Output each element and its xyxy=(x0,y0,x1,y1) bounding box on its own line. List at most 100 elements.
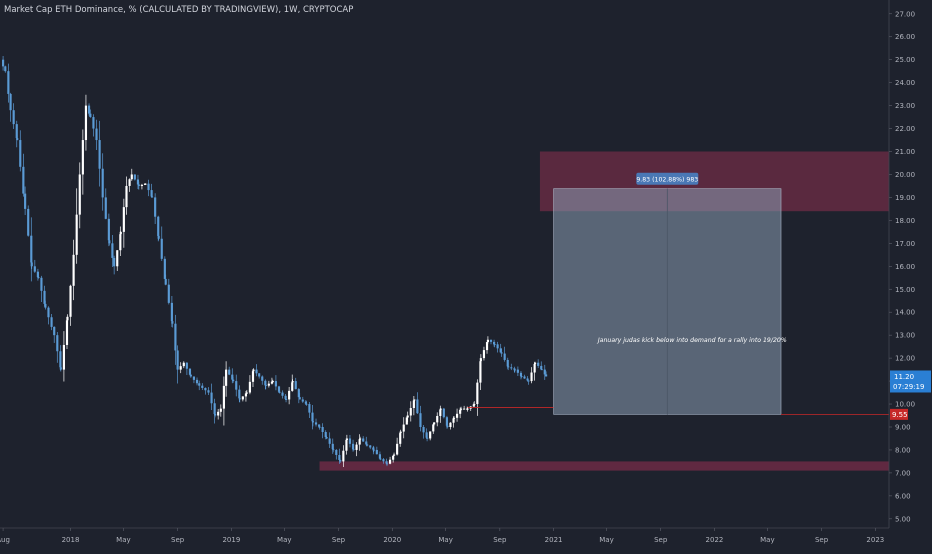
candle-body xyxy=(499,348,502,353)
candle-body xyxy=(154,197,157,217)
candle-body xyxy=(4,66,7,72)
candle-body xyxy=(540,369,543,371)
candle-body xyxy=(185,362,188,369)
candle-body xyxy=(288,390,291,400)
projection-label-badge xyxy=(636,172,699,185)
candle-body xyxy=(493,344,496,346)
candle-body xyxy=(355,444,358,450)
candle-body xyxy=(213,403,216,414)
candle-body xyxy=(379,458,382,460)
candle-body xyxy=(402,424,405,432)
candle-body xyxy=(157,235,160,239)
candle-body xyxy=(130,174,133,180)
candle-body xyxy=(56,335,59,352)
candle-body xyxy=(30,262,33,267)
candle-body xyxy=(429,431,432,439)
x-tick-label: 2018 xyxy=(62,536,80,544)
y-tick-label: 21.00 xyxy=(895,148,915,156)
candle-body xyxy=(15,124,18,139)
candle-body xyxy=(433,422,436,425)
candle-body xyxy=(369,445,372,448)
candle-body xyxy=(311,412,314,422)
candle-body xyxy=(305,403,308,405)
candle-body xyxy=(510,367,513,369)
candle-body xyxy=(87,105,91,114)
candle-body xyxy=(281,392,284,396)
candle-body xyxy=(238,398,241,400)
candle-body xyxy=(348,438,352,444)
price-axis-bg xyxy=(889,0,932,550)
candle-body xyxy=(294,381,297,390)
y-tick-label: 23.00 xyxy=(895,102,915,110)
candle-body xyxy=(78,174,81,215)
candle-body xyxy=(258,373,261,377)
candle-body xyxy=(278,391,281,393)
candle-body xyxy=(107,218,110,241)
candle-body xyxy=(264,380,267,386)
x-tick-label: Sep xyxy=(815,536,829,544)
candle-body xyxy=(452,418,455,423)
last-price-badge xyxy=(890,370,931,393)
candle-body xyxy=(59,351,62,368)
demand-zone xyxy=(319,461,889,471)
candle-body xyxy=(125,185,128,208)
candle-body xyxy=(321,426,324,433)
candle-body xyxy=(543,369,546,375)
candle-body xyxy=(545,374,548,377)
candle-body xyxy=(69,285,72,317)
candle-body xyxy=(489,339,493,342)
candle-body xyxy=(59,367,62,370)
candle-body xyxy=(449,422,452,427)
x-tick-label: May xyxy=(438,536,452,544)
candle-body xyxy=(486,339,489,343)
candle-body xyxy=(19,140,22,167)
candle-body xyxy=(95,128,98,141)
candle-body xyxy=(113,257,116,267)
candle-body xyxy=(399,431,402,434)
x-tick-label: Sep xyxy=(332,536,346,544)
candle-body xyxy=(40,277,43,291)
candle-body xyxy=(396,443,399,455)
candle-body xyxy=(516,369,519,373)
candle-body xyxy=(111,243,114,258)
candle-body xyxy=(409,408,412,416)
candle-body xyxy=(171,321,174,324)
candle-body xyxy=(245,392,248,394)
candle-body xyxy=(195,379,199,384)
candle-body xyxy=(174,323,177,351)
candle-body xyxy=(37,277,40,279)
y-tick-label: 12.00 xyxy=(895,355,915,363)
candle-body xyxy=(366,444,369,446)
candle-body xyxy=(267,383,270,386)
candle-body xyxy=(210,392,213,404)
stop-level-badge xyxy=(890,408,908,420)
y-tick-label: 6.00 xyxy=(895,492,911,500)
candle-body xyxy=(533,363,536,373)
candle-body xyxy=(7,71,10,94)
candle-body xyxy=(182,362,185,367)
candle-body xyxy=(9,93,12,111)
candle-body xyxy=(406,415,409,418)
candle-body xyxy=(338,454,341,460)
candle-body xyxy=(33,266,36,272)
candle-body xyxy=(372,447,375,450)
y-tick-label: 22.00 xyxy=(895,125,915,133)
x-tick-label: Sep xyxy=(171,536,185,544)
candle-body xyxy=(479,358,482,362)
candle-body xyxy=(277,386,281,392)
candle-body xyxy=(119,234,122,251)
candle-body xyxy=(523,376,526,379)
candle-body xyxy=(412,400,415,409)
candle-body xyxy=(291,382,294,391)
candle-body xyxy=(482,350,486,359)
candle-body xyxy=(116,250,119,267)
candle-body xyxy=(459,409,462,414)
candle-body xyxy=(255,369,258,374)
candle-body xyxy=(382,459,385,462)
x-tick-label: 2020 xyxy=(383,536,401,544)
stop-level-label: 9.55 xyxy=(892,411,908,419)
candle-body xyxy=(128,179,131,186)
y-tick-label: 8.00 xyxy=(895,446,911,454)
candle-body xyxy=(297,389,300,398)
